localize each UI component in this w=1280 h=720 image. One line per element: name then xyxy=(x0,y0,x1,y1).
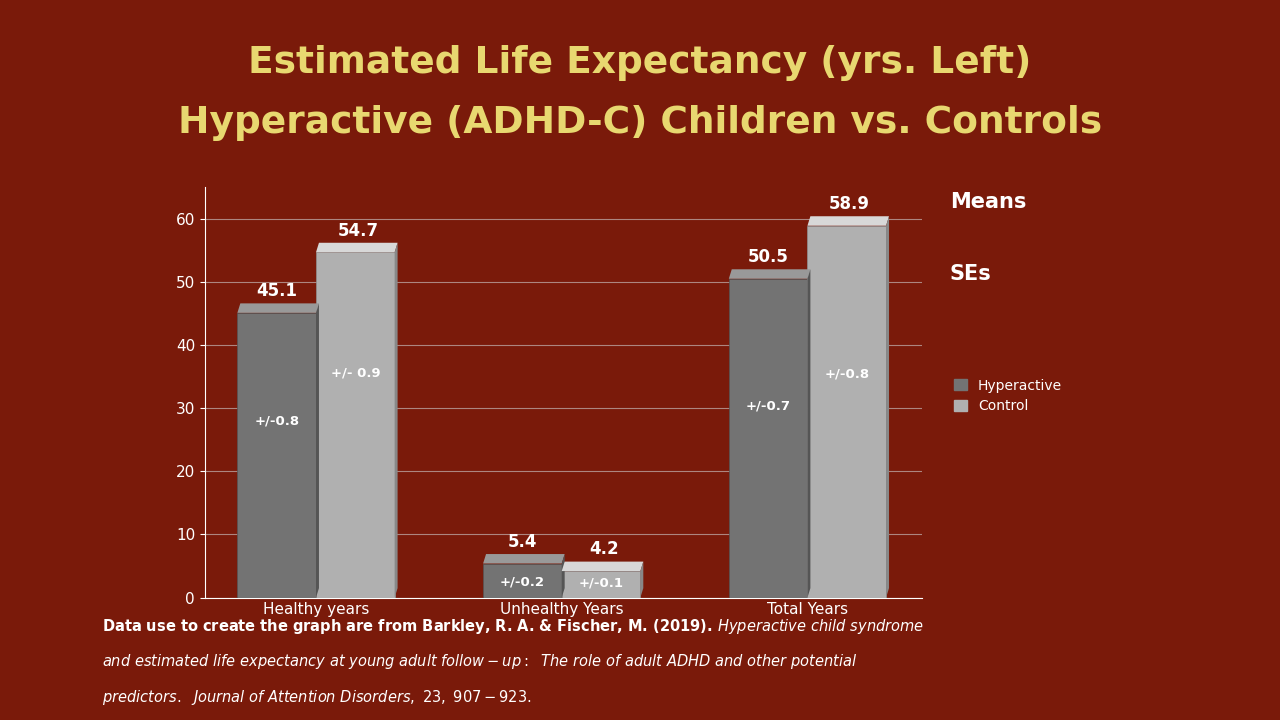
Polygon shape xyxy=(316,303,319,598)
Bar xyxy=(237,313,316,598)
Text: 45.1: 45.1 xyxy=(256,282,297,300)
Legend: Hyperactive, Control: Hyperactive, Control xyxy=(954,379,1062,413)
Text: +/- 0.9: +/- 0.9 xyxy=(330,366,380,379)
Polygon shape xyxy=(316,243,398,252)
Text: 54.7: 54.7 xyxy=(338,222,379,240)
Bar xyxy=(562,571,640,598)
Text: Data use to create the graph are from Barkley, R. A. & Fischer, M. (2019). $\it{: Data use to create the graph are from Ba… xyxy=(102,617,924,636)
Bar xyxy=(483,564,562,598)
Polygon shape xyxy=(237,303,319,313)
Text: $\it{and\ estimated\ life\ expectancy\ at\ young\ adult\ follow-up:}$$\it{\ \ Th: $\it{and\ estimated\ life\ expectancy\ a… xyxy=(102,652,858,671)
Polygon shape xyxy=(808,269,810,598)
Polygon shape xyxy=(562,554,564,598)
Text: Means: Means xyxy=(950,192,1027,212)
Text: 5.4: 5.4 xyxy=(508,533,538,551)
Text: 50.5: 50.5 xyxy=(748,248,788,266)
Polygon shape xyxy=(394,243,398,598)
Text: Hyperactive (ADHD-C) Children vs. Controls: Hyperactive (ADHD-C) Children vs. Contro… xyxy=(178,105,1102,141)
Polygon shape xyxy=(483,554,564,564)
Text: Estimated Life Expectancy (yrs. Left): Estimated Life Expectancy (yrs. Left) xyxy=(248,45,1032,81)
Text: +/-0.8: +/-0.8 xyxy=(824,368,869,381)
Bar xyxy=(728,279,808,598)
Text: 58.9: 58.9 xyxy=(829,195,870,213)
Text: $\it{predictors.\ \ Journal\ of\ Attention\ Disorders,\ 23,\ 907-923.}$: $\it{predictors.\ \ Journal\ of\ Attenti… xyxy=(102,688,532,706)
Polygon shape xyxy=(886,216,890,598)
Polygon shape xyxy=(808,216,890,225)
Polygon shape xyxy=(640,562,644,598)
Text: +/-0.8: +/-0.8 xyxy=(255,415,300,428)
Text: +/-0.2: +/-0.2 xyxy=(500,576,545,589)
Text: SEs: SEs xyxy=(950,264,992,284)
Bar xyxy=(316,252,394,598)
Polygon shape xyxy=(562,562,644,571)
Text: 4.2: 4.2 xyxy=(589,541,618,559)
Bar xyxy=(808,225,886,598)
Text: +/-0.7: +/-0.7 xyxy=(746,400,791,413)
Polygon shape xyxy=(728,269,810,279)
Text: +/-0.1: +/-0.1 xyxy=(579,577,623,590)
